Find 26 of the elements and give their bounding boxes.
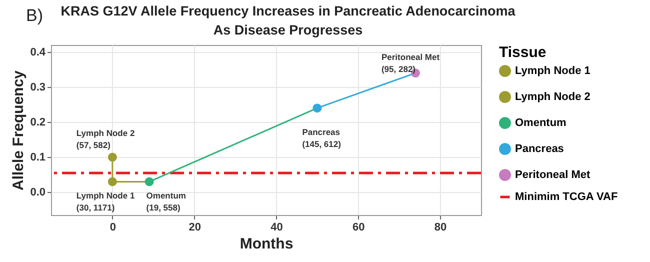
- y-axis-title: Allele Frequency: [10, 70, 28, 191]
- legend-label: Minimim TCGA VAF: [515, 191, 618, 203]
- y-tick-label: 0.4: [30, 46, 46, 59]
- legend-label: Lymph Node 2: [515, 91, 590, 103]
- annotation: Omentum (19, 558): [146, 190, 186, 213]
- legend-label: Peritoneal Met: [515, 169, 591, 181]
- y-tick-label: 0.3: [30, 82, 46, 94]
- y-tick-label: 0.0: [30, 186, 46, 199]
- x-tick-label: 60: [352, 222, 365, 234]
- annotation: Lymph Node 1 (30, 1171): [76, 190, 135, 213]
- legend-title: Tissue: [499, 44, 546, 61]
- legend-label: Lymph Node 1: [515, 65, 590, 77]
- legend-label: Pancreas: [515, 143, 564, 155]
- x-tick-label: 0: [110, 222, 116, 234]
- x-tick-label: 20: [188, 222, 201, 234]
- y-tick-label: 0.2: [30, 116, 46, 129]
- annotation: Peritoneal Met (95, 282): [381, 52, 440, 74]
- text: B): [26, 6, 43, 26]
- legend-label: Omentum: [515, 117, 567, 129]
- x-tick-label: 80: [434, 222, 447, 234]
- y-tick-label: 0.1: [30, 152, 46, 164]
- annotation: Pancreas (145, 612): [302, 127, 342, 150]
- x-axis-title: Months: [240, 236, 294, 252]
- x-tick-label: 40: [270, 222, 283, 234]
- chart-title: KRAS G12V Allele Frequency Increases in Pancreatic Adenocarcinoma As Disease Progresses: [60, 4, 516, 38]
- annotation: Lymph Node 2 (57, 582): [76, 128, 135, 150]
